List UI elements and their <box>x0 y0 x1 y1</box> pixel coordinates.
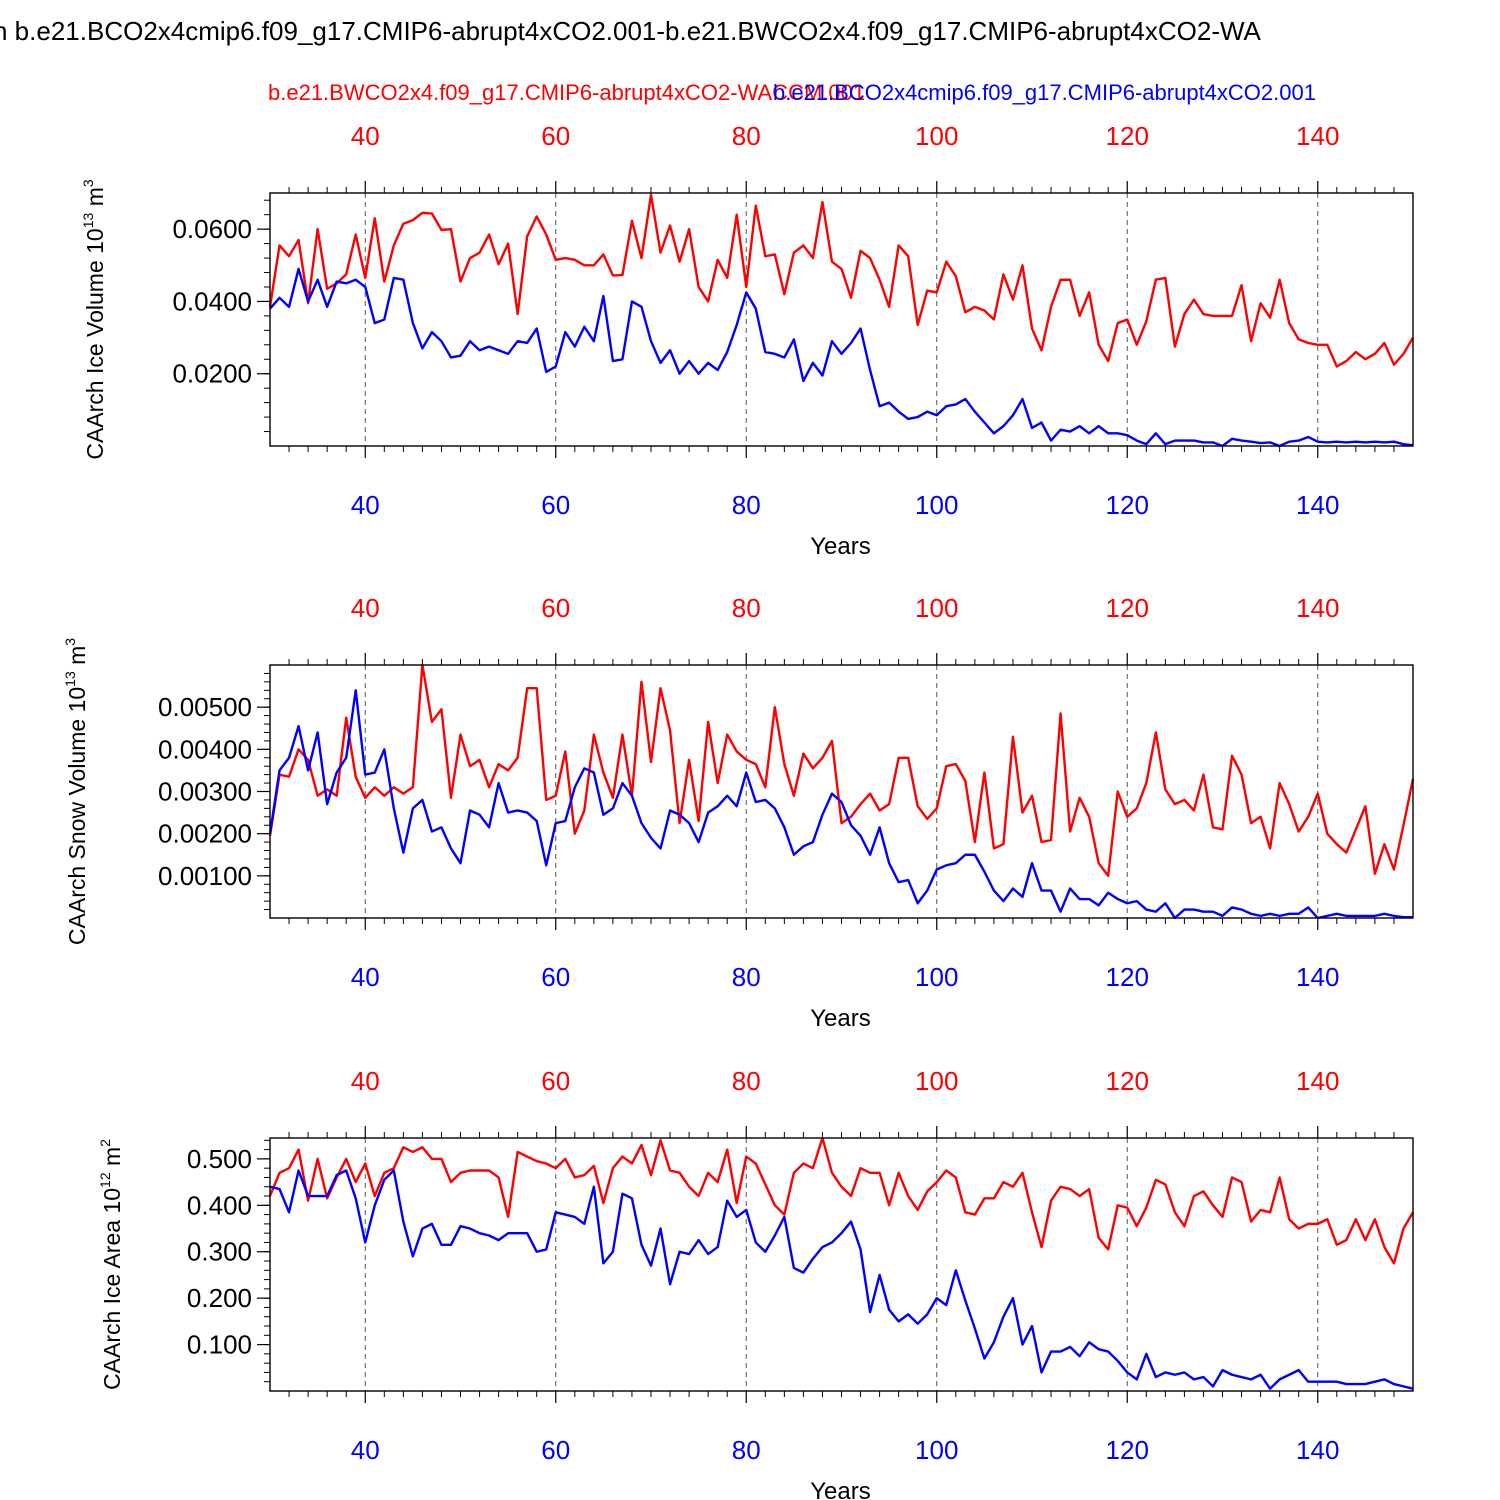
chart-panel-1: 40 40 60 60 80 80 100 100 120 120 140 140 Years 0.020… <box>80 121 1415 560</box>
y-axis-title: CAArch Ice Area 1012 m2 <box>97 1139 125 1390</box>
y-axis-title: CAArch Snow Volume 1013 m3 <box>62 638 90 945</box>
x-tick-label-top: 40 <box>351 593 380 623</box>
x-tick-label-bottom: 60 <box>541 490 570 520</box>
y-axis-title-unit: m <box>64 646 90 672</box>
y-axis-title-exponent: 13 <box>80 212 96 228</box>
y-axis-title-main: CAArch Ice Volume 10 <box>82 228 108 459</box>
plot-frame <box>269 1137 1414 1392</box>
x-tick-label-bottom: 60 <box>541 1435 570 1465</box>
series-line-blue <box>269 267 1414 448</box>
x-tick-label-top: 100 <box>915 121 958 151</box>
x-tick-label-bottom: 140 <box>1296 490 1339 520</box>
x-tick-label-bottom: 40 <box>351 1435 380 1465</box>
y-tick-label: 0.00300 <box>158 777 252 807</box>
y-tick-label: 0.00100 <box>158 861 252 891</box>
y-axis-title-unit-exponent: 3 <box>80 179 96 187</box>
x-tick-label-bottom: 140 <box>1296 1435 1339 1465</box>
x-tick-label-top: 120 <box>1106 593 1149 623</box>
x-tick-label-bottom: 120 <box>1106 1435 1149 1465</box>
plot-frame <box>269 192 1414 447</box>
x-tick-label-bottom: 120 <box>1106 962 1149 992</box>
x-tick-label-top: 80 <box>732 593 761 623</box>
page-title: n b.e21.BCO2x4cmip6.f09_g17.CMIP6-abrupt… <box>0 16 1261 46</box>
x-tick-label-bottom: 60 <box>541 962 570 992</box>
y-tick-label: 0.0600 <box>172 214 252 244</box>
y-tick-label: 0.400 <box>187 1190 252 1220</box>
x-tick-label-top: 60 <box>541 1066 570 1096</box>
x-tick-label-top: 40 <box>351 1066 380 1096</box>
y-tick-label: 0.200 <box>187 1283 252 1313</box>
y-tick-label: 0.100 <box>187 1330 252 1360</box>
y-axis-title-unit: m <box>99 1147 125 1173</box>
x-axis-title: Years <box>810 1005 871 1032</box>
x-tick-label-top: 100 <box>915 593 958 623</box>
chart-panel-3: 40 40 60 60 80 80 100 100 120 120 140 140 Years 0.100… <box>97 1066 1415 1500</box>
legend-label-blue: b.e21.BCO2x4cmip6.f09_g17.CMIP6-abrupt4x… <box>773 80 1316 105</box>
x-tick-label-bottom: 80 <box>732 1435 761 1465</box>
x-tick-label-top: 120 <box>1106 121 1149 151</box>
series-line-blue <box>269 1169 1414 1390</box>
x-tick-label-top: 60 <box>541 121 570 151</box>
plot-frame <box>269 664 1414 919</box>
x-tick-label-top: 140 <box>1296 593 1339 623</box>
x-tick-label-bottom: 140 <box>1296 962 1339 992</box>
x-tick-label-bottom: 100 <box>915 962 958 992</box>
x-tick-label-top: 140 <box>1296 121 1339 151</box>
series-line-red <box>268 193 1415 368</box>
y-axis-title: CAArch Ice Volume 1013 m3 <box>80 179 108 460</box>
chart-panel-2: 40 40 60 60 80 80 100 100 120 120 140 140 Years 0.001… <box>62 593 1415 1032</box>
y-tick-label: 0.500 <box>187 1144 252 1174</box>
y-axis-title-exponent: 12 <box>97 1172 113 1188</box>
y-axis-title-unit-exponent: 3 <box>62 638 78 646</box>
y-axis-title-exponent: 13 <box>62 671 78 687</box>
x-tick-label-top: 140 <box>1296 1066 1339 1096</box>
x-tick-label-bottom: 120 <box>1106 490 1149 520</box>
x-tick-label-top: 80 <box>732 1066 761 1096</box>
y-tick-label: 0.0200 <box>172 359 252 389</box>
x-tick-label-top: 60 <box>541 593 570 623</box>
x-tick-label-bottom: 80 <box>732 490 761 520</box>
y-tick-label: 0.00200 <box>158 819 252 849</box>
y-axis-title-main: CAArch Ice Area 10 <box>99 1188 125 1390</box>
x-tick-label-bottom: 100 <box>915 490 958 520</box>
x-tick-label-top: 120 <box>1106 1066 1149 1096</box>
y-axis-title-unit-exponent: 2 <box>97 1139 113 1147</box>
x-tick-label-bottom: 100 <box>915 1435 958 1465</box>
x-tick-label-bottom: 40 <box>351 490 380 520</box>
series-line-red <box>268 663 1415 878</box>
x-axis-title: Years <box>810 1478 871 1500</box>
x-axis-title: Years <box>810 533 871 560</box>
x-tick-label-bottom: 80 <box>732 962 761 992</box>
series-line-red <box>268 1136 1415 1265</box>
y-axis-title-main: CAArch Snow Volume 10 <box>64 687 90 945</box>
legend-label-red: b.e21.BWCO2x4.f09_g17.CMIP6-abrupt4xCO2-… <box>268 80 866 105</box>
series-line-blue <box>268 689 1413 920</box>
x-tick-label-bottom: 40 <box>351 962 380 992</box>
y-tick-label: 0.00400 <box>158 734 252 764</box>
x-tick-label-top: 80 <box>732 121 761 151</box>
y-tick-label: 0.300 <box>187 1237 252 1267</box>
y-tick-label: 0.00500 <box>158 692 252 722</box>
y-tick-label: 0.0400 <box>172 286 252 316</box>
y-axis-title-unit: m <box>82 187 108 213</box>
x-tick-label-top: 40 <box>351 121 380 151</box>
x-tick-label-top: 100 <box>915 1066 958 1096</box>
